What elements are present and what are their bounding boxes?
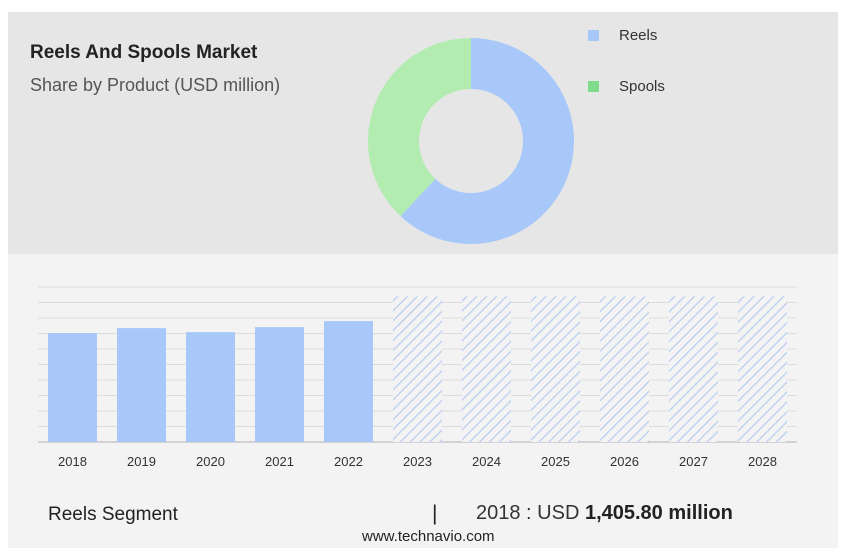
chart-title: Reels And Spools Market [30, 42, 258, 63]
x-tick-label: 2018 [58, 454, 87, 469]
legend-label: Spools [619, 78, 665, 95]
forecast-bar-2024 [462, 296, 511, 442]
segment-value: 2018 : USD 1,405.80 million [476, 502, 733, 525]
x-tick-label: 2021 [265, 454, 294, 469]
forecast-bar-2023 [393, 296, 442, 442]
x-tick-label: 2024 [472, 454, 501, 469]
segment-label: Reels Segment [48, 504, 178, 525]
forecast-bar-2028 [738, 296, 787, 442]
x-tick-label: 2023 [403, 454, 432, 469]
bar-2021 [255, 327, 304, 442]
x-tick-label: 2026 [610, 454, 639, 469]
bar-2022 [324, 321, 373, 442]
x-tick-label: 2019 [127, 454, 156, 469]
forecast-bar-2026 [600, 296, 649, 442]
value-amount: 1,405.80 million [584, 502, 733, 524]
donut-slice-spools [368, 38, 471, 217]
legend-swatch [588, 30, 599, 41]
bar-2019 [117, 328, 166, 442]
x-tick-label: 2022 [334, 454, 363, 469]
x-tick-label: 2027 [679, 454, 708, 469]
bar-2018 [48, 333, 97, 442]
legend-item-spools: Spools [588, 78, 665, 95]
legend-item-reels: Reels [588, 27, 657, 44]
x-tick-label: 2020 [196, 454, 225, 469]
forecast-bar-2025 [531, 296, 580, 442]
forecast-bar-2027 [669, 296, 718, 442]
separator: | [432, 502, 438, 525]
chart-subtitle: Share by Product (USD million) [30, 75, 281, 95]
legend-swatch [588, 81, 599, 92]
x-tick-label: 2028 [748, 454, 777, 469]
source-url: www.technavio.com [362, 528, 495, 545]
x-tick-label: 2025 [541, 454, 570, 469]
bar-2020 [186, 332, 235, 442]
donut-slice-reels [400, 38, 575, 244]
legend-label: Reels [619, 27, 658, 44]
value-prefix: 2018 : USD [476, 502, 585, 524]
